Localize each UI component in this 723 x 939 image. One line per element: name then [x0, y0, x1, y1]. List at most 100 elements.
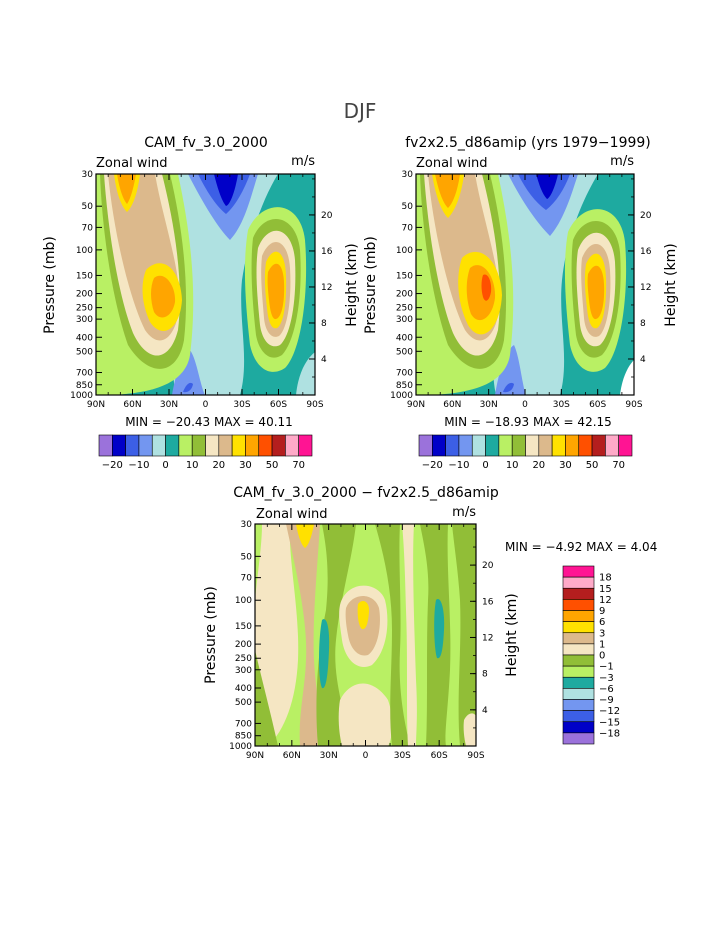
- pressure-tick-label: 700: [235, 719, 252, 729]
- colorbar-swatch: [618, 434, 633, 457]
- colorbar-swatch: [271, 434, 286, 457]
- lat-tick-label: 90N: [87, 400, 105, 410]
- height-tick-label: 16: [640, 247, 652, 257]
- diff-colorbar-swatch: [562, 665, 595, 678]
- diff-colorbar-label: −15: [599, 717, 620, 728]
- colorbar-label: −10: [448, 460, 469, 471]
- lat-tick-label: 0: [363, 751, 369, 761]
- pressure-tick-label: 400: [235, 684, 252, 694]
- colorbar-label: 0: [162, 460, 168, 471]
- panel-c-fill-cream-nh: [255, 524, 299, 746]
- diff-colorbar-label: 3: [599, 628, 605, 639]
- colorbar-swatch: [245, 434, 260, 457]
- pressure-tick-label: 100: [235, 596, 252, 606]
- diff-colorbar-swatch: [562, 699, 595, 711]
- diff-colorbar-swatch: [562, 688, 595, 700]
- panel-c-contour-field: [255, 524, 476, 746]
- lat-tick-label: 30N: [160, 400, 178, 410]
- panel-a-units: m/s: [291, 154, 315, 169]
- pressure-tick-label: 30: [402, 170, 414, 180]
- colorbar-swatch: [591, 434, 606, 457]
- colorbar-label: −20: [422, 460, 443, 471]
- panel-a-ylabel-left: Pressure (mb): [42, 236, 58, 334]
- pressure-tick-label: 700: [76, 369, 93, 379]
- lat-tick-label: 60S: [589, 400, 606, 410]
- panel-a: CAM_fv_3.0_2000 Zonal wind m/s: [42, 135, 360, 471]
- lat-tick-label: 30N: [480, 400, 498, 410]
- panel-a-fill-navy: [214, 174, 238, 206]
- height-tick-label: 20: [482, 561, 494, 571]
- colorbar-swatch: [511, 434, 526, 457]
- pressure-tick-label: 70: [241, 574, 253, 584]
- lat-tick-label: 0: [522, 400, 528, 410]
- diff-colorbar-label: −3: [599, 673, 614, 684]
- lat-tick-label: 90S: [467, 751, 484, 761]
- colorbar-swatch: [525, 434, 540, 457]
- colorbar-swatch: [258, 434, 273, 457]
- panel-c-fill-yellow-nh: [296, 524, 314, 548]
- diff-colorbar-swatch: [562, 643, 595, 656]
- panel-b-fill-redorange-nh: [481, 274, 492, 301]
- colorbar-label: 70: [292, 460, 305, 471]
- height-tick-label: 12: [321, 283, 332, 293]
- colorbar-label: 50: [266, 460, 279, 471]
- colorbar-label: 70: [612, 460, 625, 471]
- panel-a-contour-field: [96, 174, 315, 395]
- panel-b-ylabel-left: Pressure (mb): [363, 236, 379, 334]
- colorbar-swatch: [285, 434, 299, 457]
- pressure-tick-label: 50: [82, 202, 94, 212]
- colorbar-swatch: [165, 434, 180, 457]
- colorbar-swatch: [178, 434, 193, 457]
- diff-colorbar-swatch: [562, 621, 595, 634]
- lat-tick-label: 90N: [246, 751, 264, 761]
- pressure-tick-label: 400: [76, 333, 93, 343]
- pressure-tick-label: 850: [235, 732, 252, 742]
- diff-colorbar-swatch: [562, 599, 595, 611]
- pressure-tick-label: 100: [396, 246, 413, 256]
- pressure-tick-label: 1000: [70, 391, 93, 401]
- panel-a-fill-blue-low: [183, 382, 193, 393]
- panel-a-stats: MIN = −20.43 MAX = 40.11: [125, 415, 293, 429]
- panel-c-field-label: Zonal wind: [256, 507, 328, 522]
- lat-tick-label: 60S: [431, 751, 448, 761]
- height-tick-label: 8: [321, 319, 327, 329]
- pressure-tick-label: 250: [235, 654, 252, 664]
- panel-a-fill-orange-nh: [151, 275, 176, 318]
- colorbar-label: 20: [212, 460, 225, 471]
- diff-colorbar-swatch: [562, 732, 595, 745]
- panel-a-fill-orange-nh-top: [117, 174, 136, 204]
- diff-colorbar-swatch: [562, 676, 595, 689]
- diff-colorbar-label: 6: [599, 617, 605, 628]
- colorbar-swatch: [538, 434, 553, 457]
- diff-colorbar-label: 9: [599, 606, 605, 617]
- pressure-tick-label: 500: [235, 698, 252, 708]
- colorbar-label: 0: [482, 460, 488, 471]
- colorbar-swatch: [605, 434, 619, 457]
- lat-tick-label: 30N: [320, 751, 338, 761]
- panel-c-fill-cream-eq-low: [338, 683, 393, 746]
- panel-a-title: CAM_fv_3.0_2000: [144, 135, 268, 151]
- colorbar-swatch: [151, 434, 166, 457]
- diff-colorbar-label: 0: [599, 651, 605, 662]
- pressure-tick-label: 300: [396, 315, 413, 325]
- diff-colorbar-swatch: [562, 610, 595, 622]
- lat-tick-label: 0: [203, 400, 209, 410]
- colorbar-label: −20: [102, 460, 123, 471]
- pressure-tick-label: 400: [396, 333, 413, 343]
- panel-b-contour-field: [416, 174, 634, 395]
- lat-tick-label: 90S: [306, 400, 323, 410]
- colorbar-swatch: [98, 434, 113, 457]
- panel-b-fill-orange-nh-top: [435, 174, 460, 208]
- height-tick-label: 16: [321, 247, 333, 257]
- lat-tick-label: 30S: [553, 400, 570, 410]
- colorbar-swatch: [578, 434, 593, 457]
- panel-b-fill-ltblue-low: [495, 345, 526, 395]
- colorbar-swatch: [565, 434, 580, 457]
- colorbar-swatch: [112, 434, 126, 457]
- panel-b-colorbar: −20 −10 0 10 20 30 50 70: [418, 434, 633, 471]
- height-tick-label: 20: [321, 211, 333, 221]
- height-tick-label: 16: [482, 597, 494, 607]
- panel-c-title: CAM_fv_3.0_2000 − fv2x2.5_d86amip: [233, 485, 499, 501]
